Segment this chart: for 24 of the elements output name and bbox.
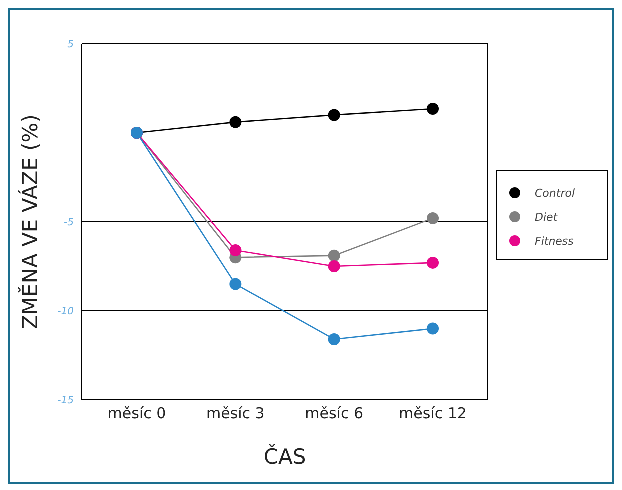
point [328, 250, 340, 262]
point [328, 109, 340, 122]
y-tick-label: -10 [58, 306, 74, 318]
point [230, 116, 242, 128]
point [328, 333, 340, 346]
y-tick-label: -5 [64, 218, 74, 229]
point [427, 212, 439, 224]
point [427, 256, 439, 269]
y-axis-title: ZMĚNA VE VÁZE (%) [17, 114, 42, 330]
x-tick-label: měsíc 3 [206, 404, 265, 423]
x-tick-label: měsíc 12 [399, 404, 467, 423]
x-tick-label: měsíc 6 [305, 404, 364, 423]
legend-label: Control [535, 186, 576, 200]
legend-label: Diet [535, 210, 558, 224]
point [427, 102, 439, 115]
y-tick-label: 5 [68, 40, 74, 51]
x-axis-title: ČAS [264, 444, 306, 469]
x-tick-label: měsíc 0 [108, 404, 166, 423]
point [230, 278, 242, 290]
point [427, 322, 439, 335]
legend-label: Fitness [535, 234, 574, 248]
y-tick-label: -15 [58, 396, 74, 407]
point [328, 260, 340, 272]
point [230, 244, 242, 256]
